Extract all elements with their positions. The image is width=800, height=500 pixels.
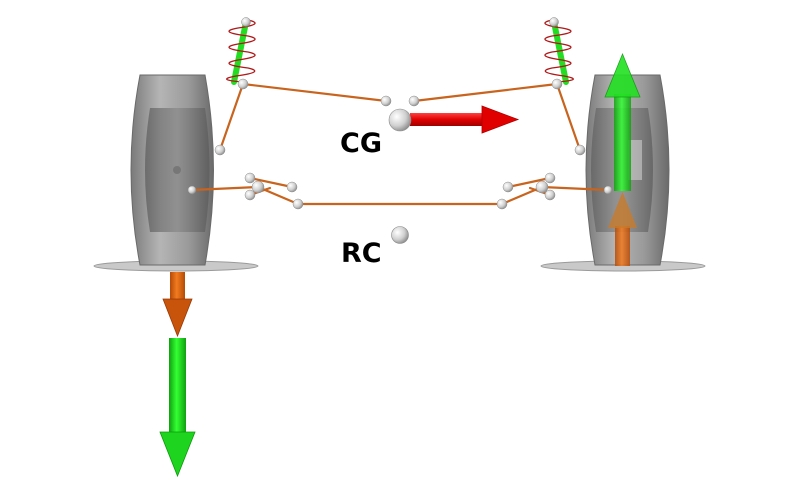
rc-ball xyxy=(391,226,409,244)
ball-joint-icon xyxy=(574,144,586,156)
cg-label: CG xyxy=(340,128,382,159)
ball-joint-icon xyxy=(603,185,613,195)
ball-joint-icon xyxy=(214,144,226,156)
ball-joint-icon xyxy=(535,180,549,194)
left-wheel xyxy=(93,74,259,272)
ball-joint-icon xyxy=(380,95,392,107)
ball-joint-icon xyxy=(187,185,197,195)
ball-joint-icon xyxy=(286,181,298,193)
arrow-up-icon xyxy=(608,192,637,228)
cg-ball xyxy=(388,108,412,132)
right-load-arrows xyxy=(604,52,641,266)
ball-joint-icon xyxy=(408,95,420,107)
ball-joint-icon xyxy=(551,78,563,90)
ball-joint-icon xyxy=(549,17,559,27)
ball-joint-icon xyxy=(244,172,256,184)
left-rc-load-shaft xyxy=(170,272,185,300)
center-of-gravity xyxy=(388,105,520,134)
arrow-down-icon xyxy=(159,431,196,478)
right-spring-damper xyxy=(544,19,574,85)
rc-label: RC xyxy=(341,238,382,269)
ball-joint-icon xyxy=(544,189,556,201)
right-coil-spring xyxy=(544,19,574,83)
arrow-right-icon xyxy=(481,105,520,134)
left-damper-rod xyxy=(231,19,249,85)
ball-joint-icon xyxy=(496,198,508,210)
ball-joint-icon xyxy=(241,17,251,27)
ball-joint-icon xyxy=(502,181,514,193)
right-upper-arm xyxy=(412,82,559,103)
lateral-force-shaft xyxy=(410,113,485,126)
left-coil-spring xyxy=(226,19,256,83)
ball-joint-icon xyxy=(237,78,249,90)
ball-joint-icon xyxy=(292,198,304,210)
arrow-down-icon xyxy=(162,298,193,338)
right-load-shaft xyxy=(614,94,631,191)
ball-joint-icon xyxy=(544,172,556,184)
right-damper-rod xyxy=(551,19,569,85)
ball-joints xyxy=(187,17,613,210)
ball-joint-icon xyxy=(251,180,265,194)
left-lower-arm-link xyxy=(248,176,294,189)
ball-joint-icon xyxy=(244,189,256,201)
right-rc-load-shaft xyxy=(615,226,630,266)
right-lower-arm-link xyxy=(506,176,552,189)
left-load-shaft xyxy=(169,338,186,434)
left-upright xyxy=(218,82,245,152)
right-tire-highlight xyxy=(628,140,642,180)
left-spring-damper xyxy=(226,19,256,85)
left-load-arrows xyxy=(159,272,196,478)
left-upper-arm xyxy=(241,82,388,103)
left-hub-joint xyxy=(173,166,181,174)
arrow-up-icon xyxy=(604,52,641,98)
right-upright xyxy=(555,82,582,152)
